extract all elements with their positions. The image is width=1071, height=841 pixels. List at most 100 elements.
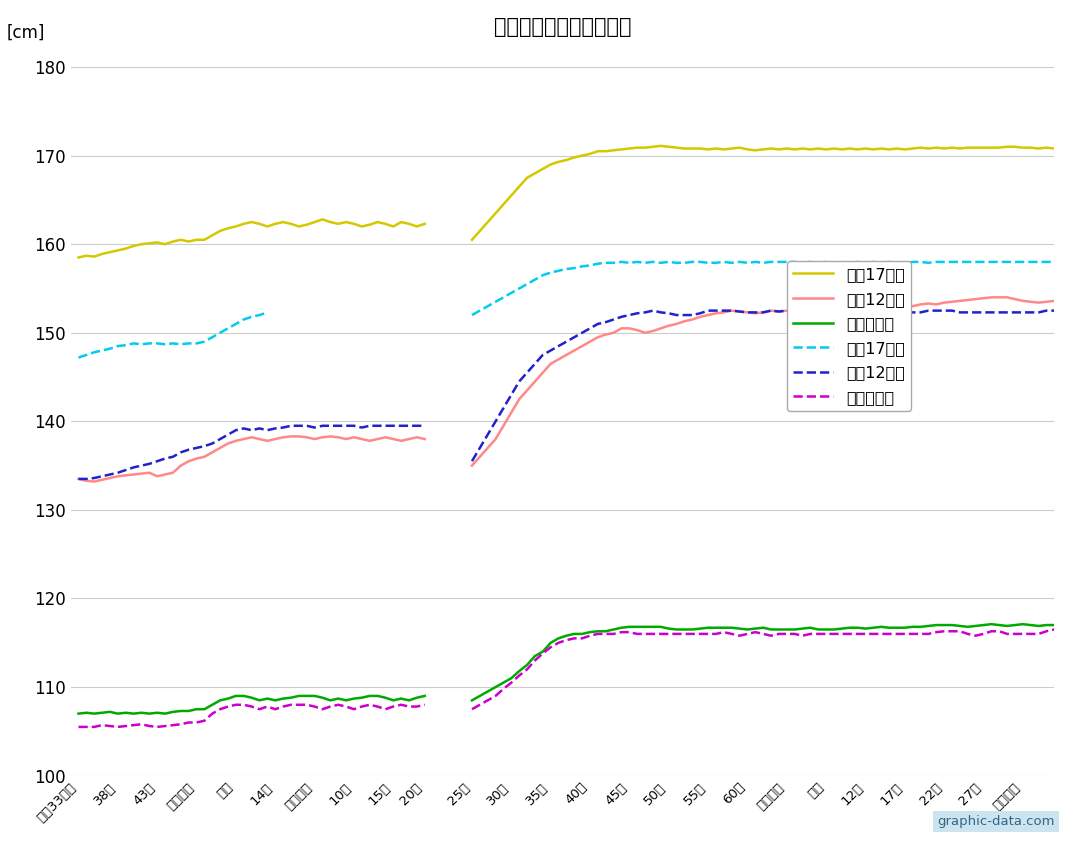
女（12歳）: [135, 461, 148, 471]
男（17歳）: [269, 219, 282, 229]
女（12歳）: [253, 423, 266, 433]
男（12歳）: [285, 431, 298, 442]
男（６歳）: [419, 690, 432, 701]
男（12歳）: [238, 434, 251, 444]
男（６歳）: [135, 707, 148, 717]
男（17歳）: [347, 219, 360, 229]
男（17歳）: [395, 217, 408, 227]
男（17歳）: [80, 251, 93, 261]
男（６歳）: [363, 690, 376, 701]
女（12歳）: [159, 453, 171, 463]
女（12歳）: [332, 420, 345, 431]
男（17歳）: [72, 252, 85, 262]
Line: 女（６歳）: 女（６歳）: [78, 705, 425, 727]
男（12歳）: [356, 434, 368, 444]
男（６歳）: [127, 709, 140, 719]
女（６歳）: [214, 704, 227, 714]
女（17歳）: [166, 338, 179, 348]
女（12歳）: [292, 420, 305, 431]
男（12歳）: [182, 456, 195, 466]
男（６歳）: [182, 706, 195, 716]
男（12歳）: [222, 438, 235, 448]
女（12歳）: [151, 456, 164, 466]
女（６歳）: [104, 721, 117, 731]
女（６歳）: [119, 721, 132, 731]
Line: 女（17歳）: 女（17歳）: [78, 312, 268, 357]
女（17歳）: [206, 332, 218, 342]
女（17歳）: [191, 338, 203, 348]
女（12歳）: [269, 423, 282, 433]
男（６歳）: [214, 696, 227, 706]
女（６歳）: [151, 722, 164, 732]
女（12歳）: [410, 420, 423, 431]
女（12歳）: [229, 426, 242, 436]
男（６歳）: [95, 707, 108, 717]
男（12歳）: [191, 453, 203, 463]
女（６歳）: [347, 704, 360, 714]
男（６歳）: [111, 709, 124, 719]
男（12歳）: [104, 473, 117, 483]
男（12歳）: [308, 434, 321, 444]
男（６歳）: [379, 693, 392, 703]
男（17歳）: [245, 217, 258, 227]
女（17歳）: [72, 352, 85, 362]
男（６歳）: [191, 704, 203, 714]
男（12歳）: [410, 432, 423, 442]
女（17歳）: [111, 341, 124, 351]
男（６歳）: [387, 696, 399, 706]
男（17歳）: [292, 221, 305, 231]
男（６歳）: [88, 709, 101, 719]
女（12歳）: [238, 423, 251, 433]
女（６歳）: [80, 722, 93, 732]
女（６歳）: [88, 722, 101, 732]
男（17歳）: [363, 220, 376, 230]
男（17歳）: [308, 217, 321, 227]
男（17歳）: [175, 235, 187, 245]
男（６歳）: [372, 690, 384, 701]
女（６歳）: [166, 720, 179, 730]
女（12歳）: [222, 430, 235, 440]
女（12歳）: [276, 422, 289, 432]
女（12歳）: [403, 420, 416, 431]
女（12歳）: [175, 447, 187, 458]
女（17歳）: [88, 347, 101, 357]
男（12歳）: [276, 432, 289, 442]
女（６歳）: [175, 719, 187, 729]
女（６歳）: [182, 717, 195, 727]
男（６歳）: [80, 707, 93, 717]
男（６歳）: [222, 694, 235, 704]
女（６歳）: [269, 704, 282, 714]
女（17歳）: [142, 338, 155, 348]
男（６歳）: [206, 700, 218, 710]
女（17歳）: [135, 339, 148, 349]
男（６歳）: [104, 706, 117, 717]
男（12歳）: [111, 471, 124, 481]
女（17歳）: [214, 328, 227, 338]
女（12歳）: [387, 420, 399, 431]
Line: 男（６歳）: 男（６歳）: [78, 696, 425, 714]
男（６歳）: [72, 709, 85, 719]
女（17歳）: [222, 323, 235, 333]
女（17歳）: [127, 338, 140, 348]
女（12歳）: [119, 465, 132, 475]
男（17歳）: [166, 236, 179, 246]
男（17歳）: [276, 217, 289, 227]
女（６歳）: [127, 720, 140, 730]
女（６歳）: [135, 719, 148, 729]
女（17歳）: [80, 350, 93, 360]
女（12歳）: [379, 420, 392, 431]
男（６歳）: [276, 694, 289, 704]
女（６歳）: [403, 701, 416, 711]
男（６歳）: [151, 707, 164, 717]
女（12歳）: [72, 473, 85, 484]
男（17歳）: [356, 221, 368, 231]
Text: [cm]: [cm]: [6, 24, 45, 42]
女（17歳）: [261, 307, 274, 317]
女（12歳）: [245, 426, 258, 436]
男（17歳）: [142, 238, 155, 248]
男（12歳）: [119, 470, 132, 480]
女（６歳）: [379, 704, 392, 714]
女（６歳）: [308, 701, 321, 711]
男（12歳）: [95, 475, 108, 485]
女（６歳）: [285, 700, 298, 710]
